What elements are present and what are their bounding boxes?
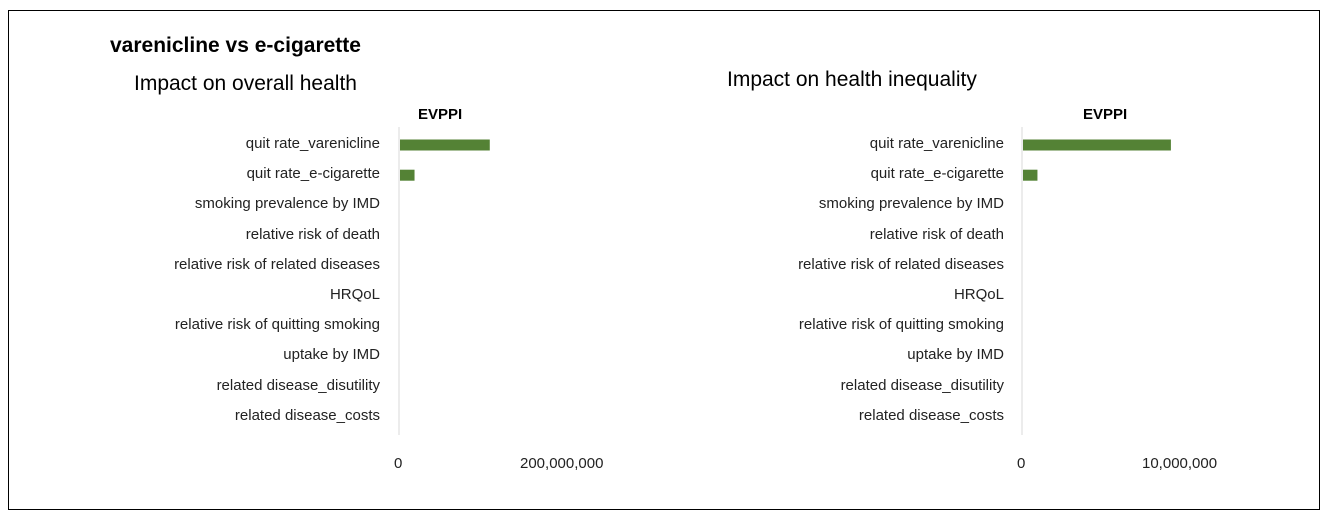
- chart-1-category-label: quit rate_e-cigarette: [246, 165, 380, 183]
- chart-2-category-label: relative risk of related diseases: [798, 255, 1004, 273]
- chart-1-bar: [400, 169, 415, 181]
- chart-2-category-label: HRQoL: [953, 286, 1004, 303]
- chart-1-category-label: HRQoL: [329, 286, 380, 303]
- page-title: varenicline vs e-cigarette: [110, 34, 361, 57]
- figure-frame: [8, 10, 1320, 510]
- chart-2-category-label: quit rate_e-cigarette: [870, 165, 1004, 183]
- chart-2-category-label: related disease_costs: [858, 406, 1004, 424]
- chart-2-bar: [1023, 139, 1171, 151]
- chart-2-category-label: smoking prevalence by IMD: [818, 195, 1004, 213]
- chart-2-x-tick-label: 0: [1017, 455, 1026, 472]
- chart-1-category-label: related disease_costs: [234, 406, 380, 424]
- chart-2-category-label: relative risk of quitting smoking: [798, 316, 1004, 334]
- chart-2-category-label: quit rate_varenicline: [869, 135, 1004, 152]
- chart-1-title: Impact on overall health: [134, 72, 357, 95]
- chart-2-category-label: uptake by IMD: [907, 346, 1004, 364]
- chart-1-category-label: related disease_disutility: [216, 376, 380, 394]
- chart-2-x-tick-label: 10,000,000: [1142, 455, 1218, 472]
- chart-2-subtitle: EVPPI: [1083, 106, 1128, 123]
- chart-1-x-tick-label: 200,000,000: [520, 455, 604, 472]
- chart-1-x-tick-label: 0: [394, 455, 403, 472]
- chart-2-category-label: relative risk of death: [869, 225, 1004, 243]
- chart-2-category-label: related disease_disutility: [840, 376, 1004, 394]
- chart-2-bar: [1023, 169, 1038, 181]
- chart-1-category-label: smoking prevalence by IMD: [194, 195, 380, 213]
- chart-2-title: Impact on health inequality: [727, 68, 977, 91]
- chart-1-subtitle: EVPPI: [418, 106, 463, 123]
- chart-1-category-label: relative risk of related diseases: [174, 255, 380, 273]
- chart-1-category-label: relative risk of quitting smoking: [174, 316, 380, 334]
- chart-1-bar: [400, 139, 490, 151]
- chart-1-category-label: uptake by IMD: [283, 346, 380, 364]
- chart-1-category-label: quit rate_varenicline: [245, 135, 380, 152]
- chart-1-category-label: relative risk of death: [245, 225, 380, 243]
